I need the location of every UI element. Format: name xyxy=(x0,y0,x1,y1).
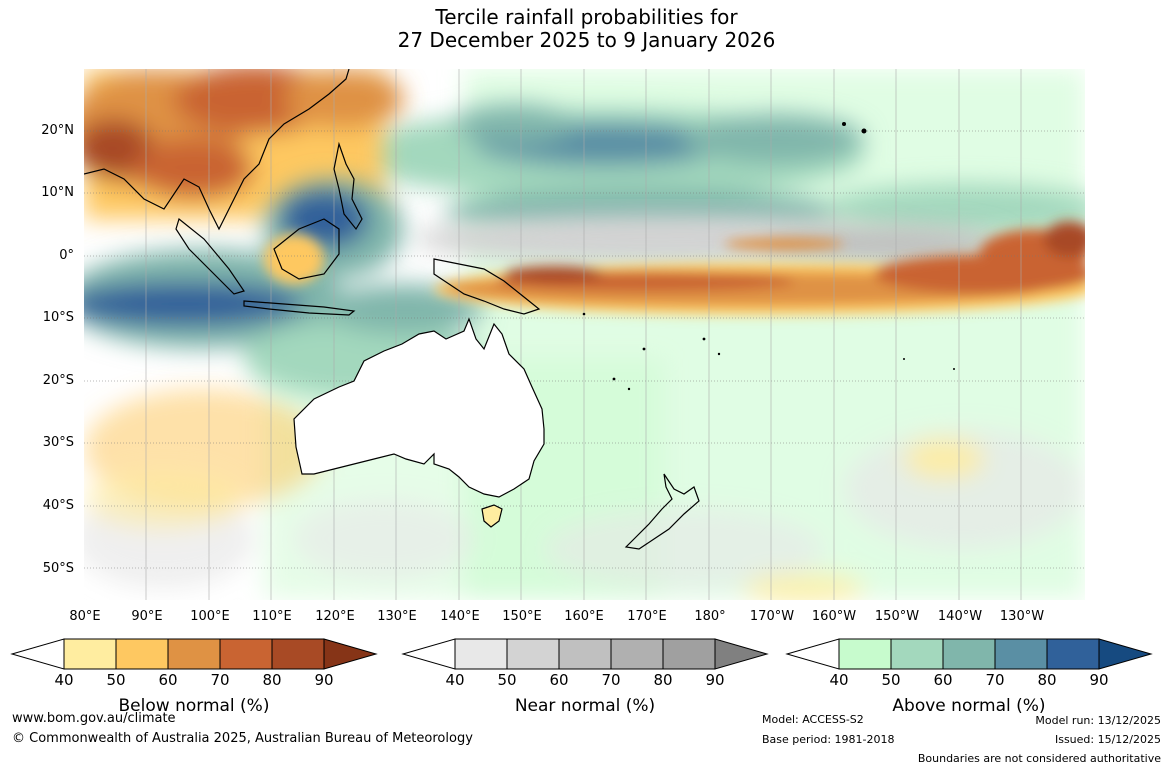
below-tick-90: 90 xyxy=(314,671,334,689)
lat-label-40s: 40°S xyxy=(42,498,74,513)
near-tick-90: 90 xyxy=(705,671,725,689)
lon-label-110e: 110°E xyxy=(252,609,292,624)
australia-outline xyxy=(293,317,545,498)
near-normal-swatch-1 xyxy=(454,638,508,670)
below-normal-swatch-1 xyxy=(63,638,117,670)
lon-label-130w: 130°W xyxy=(999,609,1045,624)
issued-date: Issued: 15/12/2025 xyxy=(1054,733,1161,746)
above-tick-60: 60 xyxy=(933,671,953,689)
lat-label-50s: 50°S xyxy=(42,561,74,576)
below-tick-80: 80 xyxy=(262,671,282,689)
above-normal-swatch-2 xyxy=(890,638,944,670)
lon-label-120e: 120°E xyxy=(315,609,355,624)
above-tick-90: 90 xyxy=(1089,671,1109,689)
asia-coastline xyxy=(84,69,350,231)
model-name: Model: ACCESS-S2 xyxy=(762,713,864,726)
above-tick-70: 70 xyxy=(985,671,1005,689)
above-normal-swatch-6 xyxy=(1098,638,1153,670)
rainfall-probability-map xyxy=(84,69,1085,600)
below-normal-colorbar xyxy=(10,638,378,670)
new-zealand-outline xyxy=(624,473,700,550)
lat-label-10s: 10°S xyxy=(42,310,74,325)
near-tick-70: 70 xyxy=(601,671,621,689)
near-tick-60: 60 xyxy=(549,671,569,689)
lon-label-160w: 160°W xyxy=(811,609,857,624)
near-normal-label: Near normal (%) xyxy=(514,696,656,716)
below-tick-40: 40 xyxy=(54,671,74,689)
above-normal-swatch-5 xyxy=(1046,638,1100,670)
below-normal-equatorial-band xyxy=(264,221,1085,315)
above-tick-80: 80 xyxy=(1037,671,1057,689)
map-title-line-2: 27 December 2025 to 9 January 2026 xyxy=(397,28,776,52)
lon-label-150e: 150°E xyxy=(502,609,542,624)
pacific-islands xyxy=(582,122,955,391)
lon-label-100e: 100°E xyxy=(190,609,230,624)
lat-label-30s: 30°S xyxy=(42,435,74,450)
lon-label-160e: 160°E xyxy=(564,609,604,624)
near-tick-80: 80 xyxy=(653,671,673,689)
lon-label-90e: 90°E xyxy=(131,609,163,624)
borneo-outline xyxy=(273,218,340,280)
tasmania-outline xyxy=(481,504,503,528)
below-tick-60: 60 xyxy=(158,671,178,689)
map-title-line-1: Tercile rainfall probabilities for xyxy=(435,5,738,29)
lon-label-180: 180° xyxy=(694,609,726,624)
above-normal-swatch-4 xyxy=(994,638,1048,670)
above-tick-50: 50 xyxy=(881,671,901,689)
lon-label-150w: 150°W xyxy=(874,609,920,624)
near-tick-40: 40 xyxy=(445,671,465,689)
base-period: Base period: 1981-2018 xyxy=(762,733,895,746)
above-normal-swatch-3 xyxy=(942,638,996,670)
philippines-outline xyxy=(333,141,363,231)
lat-label-10n: 10°N xyxy=(41,185,74,200)
lon-label-140e: 140°E xyxy=(440,609,480,624)
below-normal-swatch-4 xyxy=(219,638,273,670)
near-normal-swatch-3 xyxy=(558,638,612,670)
below-normal-swatch-2 xyxy=(115,638,169,670)
below-normal-swatch-6 xyxy=(323,638,378,670)
website-link[interactable]: www.bom.gov.au/climate xyxy=(12,711,176,726)
above-normal-northern-band xyxy=(344,104,1085,239)
above-tick-40: 40 xyxy=(829,671,849,689)
near-normal-swatch-4 xyxy=(610,638,664,670)
boundaries-disclaimer: Boundaries are not considered authoritat… xyxy=(917,752,1161,765)
lat-label-20s: 20°S xyxy=(42,373,74,388)
lon-label-130e: 130°E xyxy=(377,609,417,624)
near-normal-equatorial-band xyxy=(414,214,1004,264)
lon-label-170e: 170°E xyxy=(627,609,667,624)
near-normal-swatch-5 xyxy=(662,638,716,670)
new-guinea-outline xyxy=(433,258,541,315)
above-normal-label: Above normal (%) xyxy=(892,696,1046,716)
below-normal-label: Below normal (%) xyxy=(118,696,270,716)
lon-label-140w: 140°W xyxy=(937,609,983,624)
above-normal-swatch-1 xyxy=(838,638,892,670)
lon-label-170w: 170°W xyxy=(749,609,795,624)
lat-label-0: 0° xyxy=(59,248,74,263)
near-normal-swatch-2 xyxy=(506,638,560,670)
below-normal-swatch-3 xyxy=(167,638,221,670)
near-tick-50: 50 xyxy=(497,671,517,689)
near-normal-swatch-6 xyxy=(714,638,769,670)
lon-label-80e: 80°E xyxy=(69,609,101,624)
near-normal-colorbar xyxy=(401,638,769,670)
below-normal-swatch-5 xyxy=(271,638,325,670)
above-normal-colorbar xyxy=(785,638,1153,670)
lat-label-20n: 20°N xyxy=(41,123,74,138)
below-tick-50: 50 xyxy=(106,671,126,689)
copyright-notice: © Commonwealth of Australia 2025, Austra… xyxy=(12,731,473,746)
below-tick-70: 70 xyxy=(210,671,230,689)
sumatra-java-outline xyxy=(175,217,356,316)
model-run-date: Model run: 13/12/2025 xyxy=(1035,714,1161,727)
map-gridlines xyxy=(84,69,1085,600)
